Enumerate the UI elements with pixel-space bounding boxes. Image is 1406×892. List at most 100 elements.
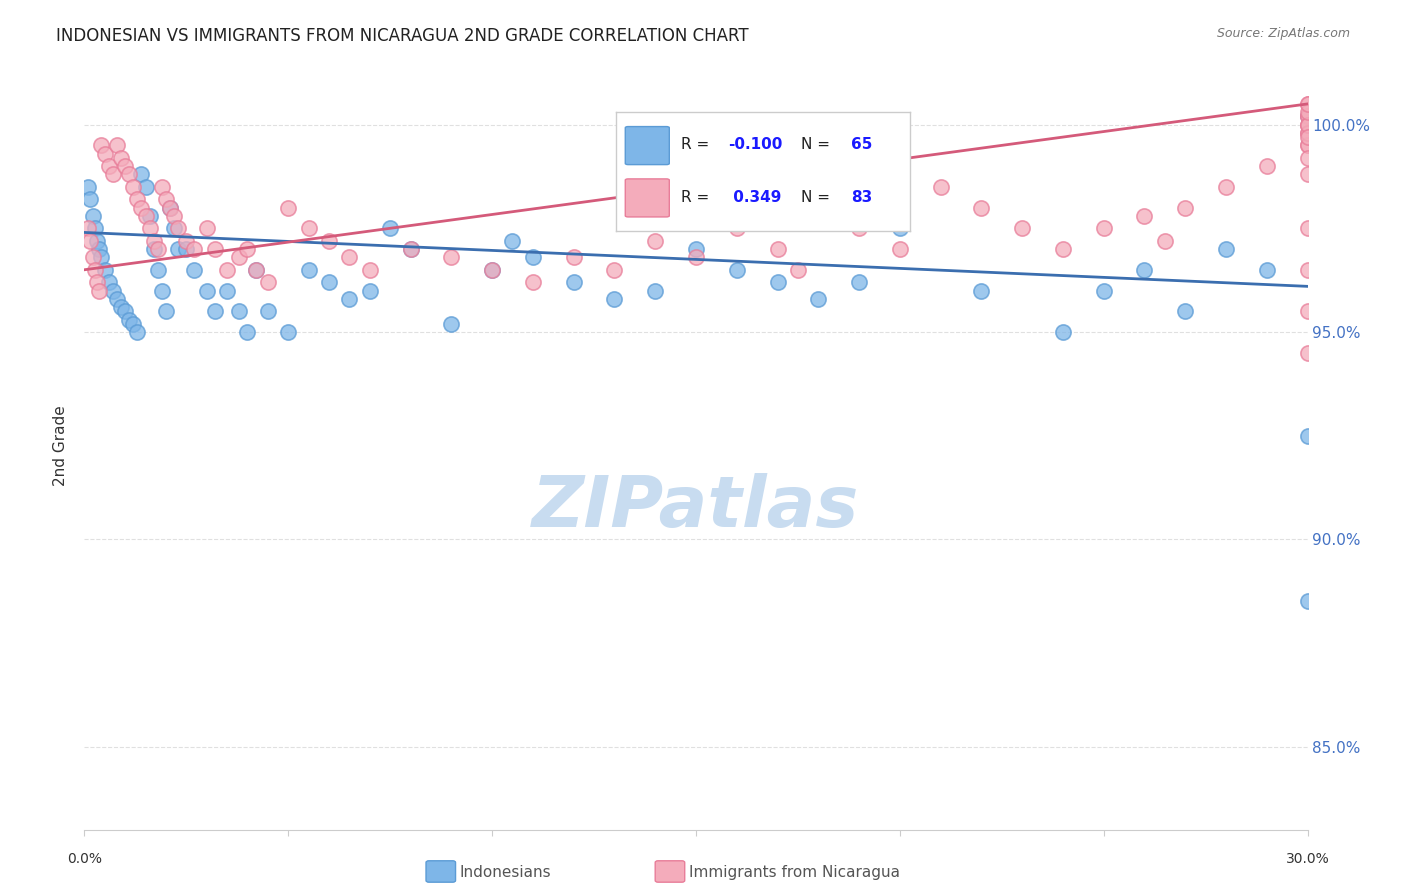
Point — [122, 317, 145, 331]
Point — [131, 201, 153, 215]
Point — [82, 209, 104, 223]
Point — [644, 284, 666, 298]
Point — [163, 209, 186, 223]
Point — [1133, 209, 1156, 223]
Point — [131, 168, 153, 182]
Point — [380, 221, 402, 235]
Point — [146, 242, 169, 256]
Point — [318, 275, 340, 289]
Point — [118, 168, 141, 182]
Point — [725, 262, 748, 277]
Point — [228, 304, 250, 318]
Point — [245, 262, 267, 277]
Point — [174, 234, 197, 248]
Point — [970, 201, 993, 215]
Point — [93, 146, 115, 161]
Point — [150, 179, 173, 194]
Point — [163, 221, 186, 235]
Point — [204, 242, 226, 256]
Point — [1092, 221, 1115, 235]
Point — [318, 234, 340, 248]
Point — [522, 250, 544, 264]
Point — [159, 201, 181, 215]
Point — [204, 304, 226, 318]
Point — [101, 168, 124, 182]
Point — [217, 262, 239, 277]
Point — [83, 221, 105, 235]
Point — [1256, 159, 1278, 173]
Point — [93, 262, 115, 277]
Point — [970, 284, 993, 298]
Point — [195, 221, 218, 235]
Point — [150, 284, 173, 298]
Point — [1154, 234, 1177, 248]
Point — [77, 221, 100, 235]
Point — [167, 242, 190, 256]
Point — [1296, 221, 1319, 235]
Point — [1296, 96, 1319, 111]
Point — [440, 317, 463, 331]
Point — [685, 242, 707, 256]
Point — [1296, 168, 1319, 182]
Point — [236, 242, 259, 256]
Point — [110, 151, 132, 165]
Point — [174, 242, 197, 256]
Point — [122, 179, 145, 194]
Point — [86, 275, 108, 289]
Point — [135, 209, 157, 223]
Text: Immigrants from Nicaragua: Immigrants from Nicaragua — [689, 865, 900, 880]
Point — [257, 304, 280, 318]
Point — [135, 179, 157, 194]
Point — [118, 312, 141, 326]
Point — [339, 250, 361, 264]
Point — [82, 250, 104, 264]
Point — [1296, 126, 1319, 140]
Point — [101, 284, 124, 298]
Point — [766, 242, 789, 256]
Point — [1296, 138, 1319, 153]
Point — [236, 325, 259, 339]
Point — [807, 292, 830, 306]
Point — [1296, 126, 1319, 140]
Point — [97, 275, 120, 289]
Point — [1052, 325, 1074, 339]
Point — [502, 234, 524, 248]
Text: ZIPatlas: ZIPatlas — [533, 473, 859, 541]
Point — [644, 234, 666, 248]
Point — [1133, 262, 1156, 277]
Point — [86, 234, 108, 248]
Point — [183, 262, 205, 277]
Text: Source: ZipAtlas.com: Source: ZipAtlas.com — [1216, 27, 1350, 40]
Point — [889, 242, 911, 256]
Point — [725, 221, 748, 235]
Point — [399, 242, 422, 256]
Point — [1296, 96, 1319, 111]
Text: INDONESIAN VS IMMIGRANTS FROM NICARAGUA 2ND GRADE CORRELATION CHART: INDONESIAN VS IMMIGRANTS FROM NICARAGUA … — [56, 27, 749, 45]
Point — [90, 138, 112, 153]
Point — [685, 250, 707, 264]
Point — [146, 262, 169, 277]
Point — [167, 221, 190, 235]
Point — [481, 262, 503, 277]
Point — [97, 159, 120, 173]
Point — [359, 284, 381, 298]
Point — [1296, 138, 1319, 153]
Point — [889, 221, 911, 235]
Text: 30.0%: 30.0% — [1285, 853, 1330, 866]
Point — [1296, 594, 1319, 608]
Point — [298, 262, 321, 277]
Point — [127, 192, 149, 206]
Point — [1052, 242, 1074, 256]
Point — [1296, 118, 1319, 132]
Point — [298, 221, 321, 235]
Point — [1296, 105, 1319, 120]
Point — [1296, 130, 1319, 145]
Point — [807, 209, 830, 223]
Point — [787, 262, 810, 277]
Point — [83, 262, 105, 277]
Point — [228, 250, 250, 264]
Point — [245, 262, 267, 277]
Point — [359, 262, 381, 277]
Text: Indonesians: Indonesians — [460, 865, 551, 880]
Point — [1296, 109, 1319, 123]
